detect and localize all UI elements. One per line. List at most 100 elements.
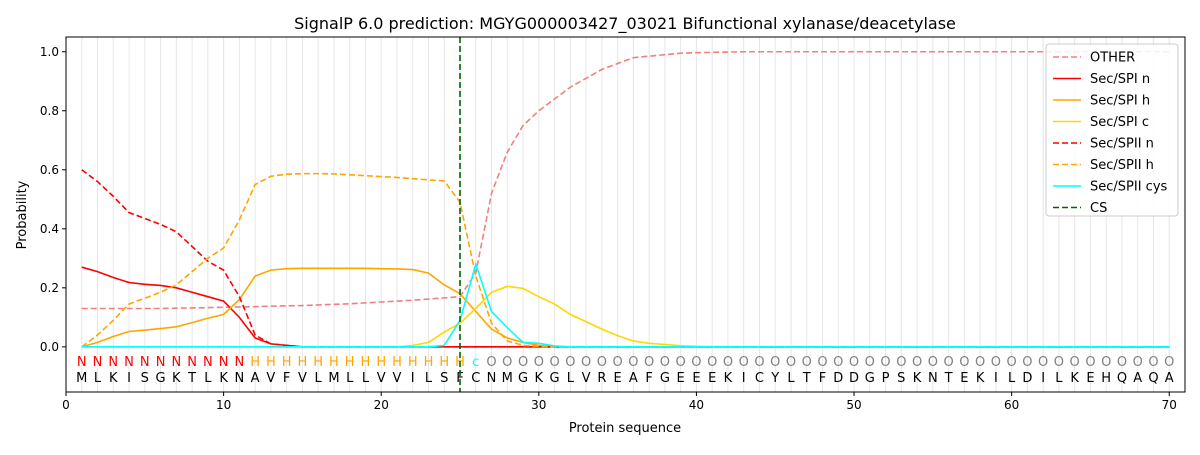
residue-label: I [742, 371, 746, 386]
residue-label: I [994, 371, 998, 386]
region-label: H [392, 355, 402, 370]
residue-label: V [298, 371, 307, 386]
legend-label: Sec/SPI c [1090, 115, 1149, 130]
region-label: N [187, 355, 197, 370]
residue-label: L [567, 371, 575, 386]
residue-label: L [1055, 371, 1063, 386]
x-tick-label: 40 [689, 398, 704, 412]
region-label: O [691, 355, 701, 370]
region-label: N [124, 355, 134, 370]
residue-label: L [362, 371, 370, 386]
residue-label: L [94, 371, 102, 386]
legend-label: Sec/SPI n [1090, 72, 1150, 87]
region-label: O [959, 355, 969, 370]
region-label: O [975, 355, 985, 370]
region-label: N [219, 355, 229, 370]
residue-label: G [550, 371, 560, 386]
region-label: N [77, 355, 87, 370]
region-label: N [171, 355, 181, 370]
residue-label: E [677, 371, 685, 386]
region-label: O [644, 355, 654, 370]
region-label: H [361, 355, 371, 370]
legend-label: Sec/SPI h [1090, 94, 1150, 109]
residue-label: V [377, 371, 386, 386]
region-label: O [802, 355, 812, 370]
region-label: O [581, 355, 591, 370]
region-label: O [707, 355, 717, 370]
region-label: O [1070, 355, 1080, 370]
x-tick-label: 70 [1162, 398, 1177, 412]
residue-label: G [518, 371, 528, 386]
residue-label: V [582, 371, 591, 386]
region-label: O [565, 355, 575, 370]
residue-label: F [456, 371, 463, 386]
y-axis-label: Probability [15, 180, 30, 249]
region-label: O [660, 355, 670, 370]
region-label: N [140, 355, 150, 370]
region-label: O [912, 355, 922, 370]
residue-label: N [487, 371, 497, 386]
y-tick-label: 0.6 [40, 163, 59, 177]
residue-label: Q [1117, 371, 1127, 386]
residue-label: I [411, 371, 415, 386]
region-label: H [345, 355, 355, 370]
residue-label: L [1008, 371, 1016, 386]
y-tick-label: 0.4 [40, 222, 59, 236]
residue-label: G [156, 371, 166, 386]
residue-label: R [597, 371, 606, 386]
residue-label: L [425, 371, 433, 386]
y-tick-label: 1.0 [40, 45, 59, 59]
region-label: O [613, 355, 623, 370]
residue-label: K [219, 371, 228, 386]
region-label: O [1117, 355, 1127, 370]
x-tick-label: 60 [1004, 398, 1019, 412]
region-label: O [786, 355, 796, 370]
region-label: O [865, 355, 875, 370]
region-label: O [739, 355, 749, 370]
residue-label: C [471, 371, 480, 386]
residue-label: F [283, 371, 290, 386]
residue-label: K [1070, 371, 1079, 386]
region-label: O [1148, 355, 1158, 370]
residue-label: M [328, 371, 339, 386]
region-label: O [723, 355, 733, 370]
residue-label: F [645, 371, 652, 386]
region-label: O [849, 355, 859, 370]
residue-label: A [1165, 371, 1174, 386]
region-label: O [502, 355, 512, 370]
residue-label: V [266, 371, 275, 386]
region-label: O [1085, 355, 1095, 370]
residue-label: L [204, 371, 212, 386]
residue-label: E [692, 371, 700, 386]
region-label: O [896, 355, 906, 370]
residue-label: C [755, 371, 764, 386]
region-label: O [817, 355, 827, 370]
residue-label: K [172, 371, 181, 386]
region-label: O [518, 355, 528, 370]
region-label: O [1022, 355, 1032, 370]
residue-label: D [1022, 371, 1032, 386]
region-label: N [93, 355, 103, 370]
x-tick-label: 10 [216, 398, 231, 412]
residue-label: A [1133, 371, 1142, 386]
region-label: O [833, 355, 843, 370]
residue-label: T [944, 371, 953, 386]
residue-label: T [802, 371, 811, 386]
series-line-sec-spii-h [81, 172, 1170, 348]
residue-label: V [393, 371, 402, 386]
region-label: O [597, 355, 607, 370]
residue-label: K [109, 371, 118, 386]
residue-label: A [629, 371, 638, 386]
x-tick-label: 0 [62, 398, 70, 412]
residue-label: N [928, 371, 938, 386]
region-label: O [1101, 355, 1111, 370]
region-label: O [1164, 355, 1174, 370]
y-tick-label: 0.2 [40, 281, 59, 295]
region-label: N [203, 355, 213, 370]
legend-label: Sec/SPII h [1090, 158, 1154, 173]
region-label: H [266, 355, 276, 370]
residue-label: L [787, 371, 795, 386]
residue-label: M [76, 371, 87, 386]
region-label: H [298, 355, 308, 370]
region-label: O [549, 355, 559, 370]
